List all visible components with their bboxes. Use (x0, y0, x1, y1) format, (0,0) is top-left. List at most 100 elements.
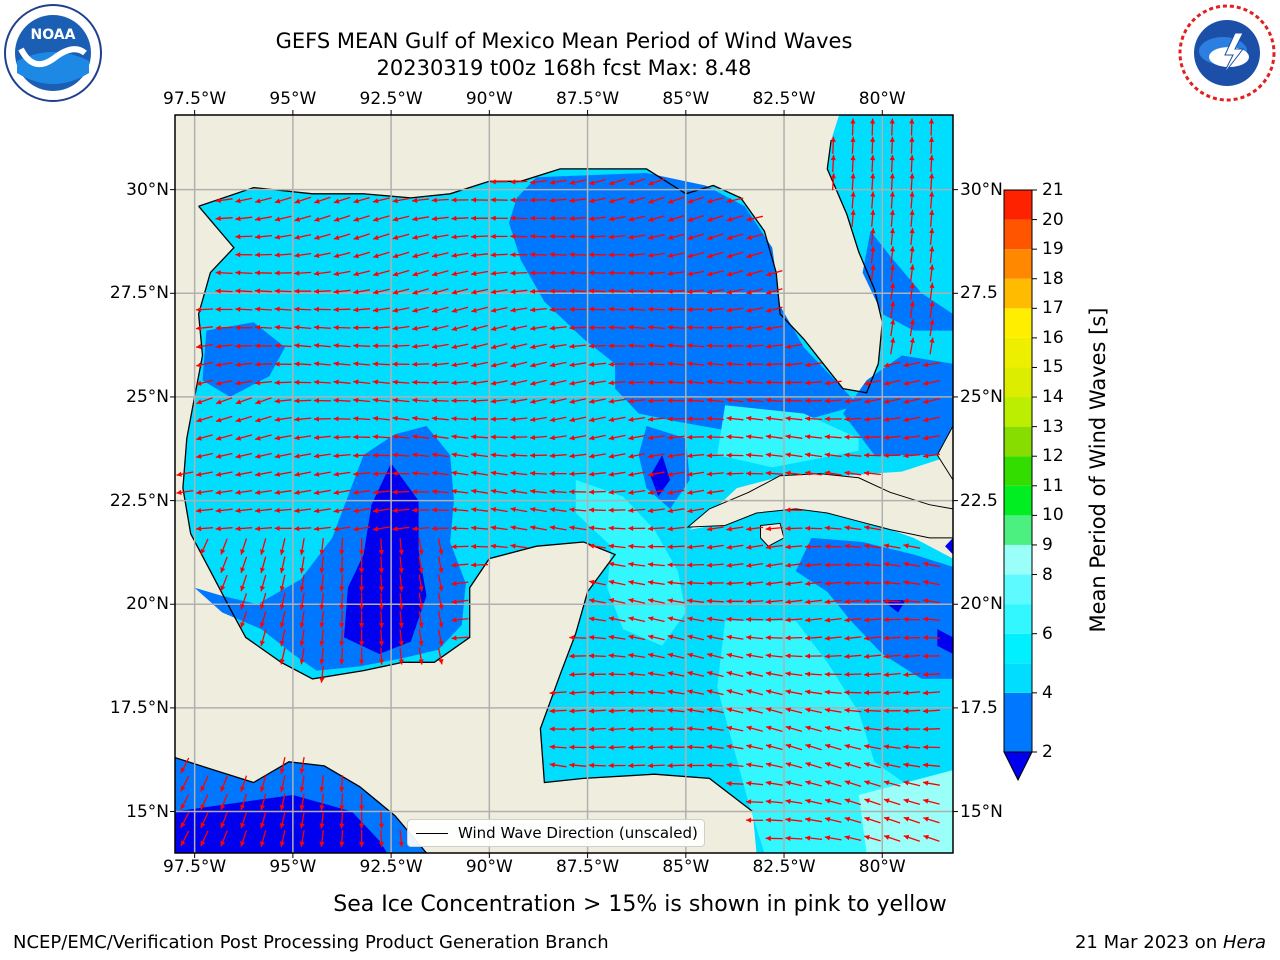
wave-arrow-head (418, 659, 424, 665)
colorbar-tick-label: 13 (1042, 416, 1064, 437)
wave-arrow-head (196, 526, 202, 532)
wave-arrow-head (451, 252, 457, 258)
wave-arrow-head (254, 306, 261, 312)
wave-arrow-head (883, 653, 889, 659)
lon-label-top: 87.5°W (555, 89, 620, 109)
wave-arrow-head (353, 198, 359, 204)
wave-arrow-head (726, 526, 732, 532)
wave-arrow-head (372, 343, 378, 349)
colorbar-tick-label: 16 (1042, 327, 1064, 348)
wave-arrow-head (824, 470, 831, 476)
wave-arrow-head (359, 805, 365, 811)
wave-arrow-head (785, 707, 792, 713)
wave-arrow-head (510, 543, 516, 549)
wave-arrow-head (313, 306, 319, 312)
wave-arrow-head (313, 453, 320, 459)
wave-arrow-head (706, 471, 712, 477)
wave-arrow-head (746, 689, 752, 695)
wave-arrow-head (805, 689, 811, 695)
wave-arrow-head (648, 198, 654, 204)
wave-arrow-head (884, 816, 890, 822)
wave-arrow-head (890, 319, 896, 325)
colorbar-tick-label: 12 (1042, 446, 1064, 467)
lat-label-left: 30°N (126, 179, 169, 200)
wave-arrow-head (254, 361, 260, 367)
wave-arrow-head (726, 562, 732, 568)
wave-arrow-head (766, 271, 772, 277)
wave-arrow-head (438, 659, 444, 665)
wave-arrow-head (254, 252, 260, 258)
wave-arrow-head (648, 598, 654, 604)
wave-arrow-head (667, 198, 674, 204)
wave-arrow-head (765, 434, 772, 440)
wave-arrow-head (471, 252, 477, 258)
wave-arrow-head (903, 362, 909, 368)
wave-arrow-head (471, 543, 477, 550)
colorbar-tick-label: 21 (1042, 180, 1064, 200)
wave-arrow-head (279, 841, 285, 847)
wave-arrow-head (432, 289, 438, 295)
wave-arrow-head (339, 823, 345, 829)
wave-arrow-head (785, 544, 791, 550)
wave-arrow-head (706, 489, 713, 495)
wave-arrow-head (569, 197, 575, 204)
wave-arrow-head (220, 567, 226, 573)
wave-arrow-head (628, 216, 634, 222)
wave-arrow-head (240, 549, 246, 555)
wave-arrow-head (373, 271, 379, 277)
wave-arrow-head (726, 397, 732, 403)
wave-arrow-head (294, 306, 300, 312)
wave-arrow-head (510, 488, 516, 494)
wave-arrow-head (746, 652, 752, 658)
wave-arrow-head (235, 471, 241, 477)
wave-arrow-head (274, 361, 280, 367)
colorbar-tick-label: 20 (1042, 209, 1064, 230)
wave-arrow-head (451, 380, 457, 386)
wave-arrow-head (530, 380, 536, 386)
wave-arrow-head (746, 325, 752, 331)
wave-arrow-head (765, 617, 771, 623)
wave-arrow-head (628, 471, 634, 477)
wave-arrow-head (922, 653, 928, 659)
wave-arrow-head (235, 362, 241, 368)
wave-arrow-head (339, 568, 345, 574)
wave-arrow-head (746, 434, 752, 440)
wave-arrow-head (378, 641, 384, 647)
wave-arrow-head (824, 835, 831, 841)
wave-arrow-head (471, 215, 476, 221)
wave-arrow-head (260, 622, 265, 628)
wave-arrow-head (353, 452, 359, 459)
wave-arrow-head (588, 489, 594, 495)
wave-arrow-head (647, 726, 653, 732)
wave-arrow-head (392, 216, 399, 222)
wave-arrow-head (490, 525, 497, 531)
wave-arrow-head (313, 526, 320, 532)
nws-logo-icon (1178, 4, 1276, 102)
wave-arrow-head (903, 635, 909, 641)
wave-arrow-head (359, 659, 365, 665)
wave-arrow-head (569, 325, 575, 331)
wave-arrow-head (667, 508, 673, 514)
wave-arrow-head (196, 362, 202, 368)
wave-arrow-head (726, 580, 732, 586)
wave-arrow-head (830, 136, 836, 142)
wave-arrow-head (707, 271, 713, 277)
wave-arrow-head (569, 398, 575, 404)
chart-subtitle: 20230319 t00z 168h fcst Max: 8.48 (376, 56, 752, 80)
wave-arrow-head (766, 307, 772, 313)
wave-arrow-head (765, 799, 771, 805)
colorbar (1003, 189, 1037, 782)
lat-label-left: 17.5°N (109, 697, 169, 718)
wave-arrow-head (398, 568, 404, 574)
wave-arrow-head (726, 762, 732, 768)
wave-arrow-head (314, 216, 320, 222)
wave-arrow-head (431, 434, 438, 440)
wave-arrow-head (431, 197, 437, 203)
wave-arrow-head (294, 416, 300, 422)
wave-arrow-head (746, 725, 752, 731)
wave-arrow-head (785, 798, 791, 804)
wave-arrow-head (765, 562, 772, 568)
wave-arrow-head (431, 253, 438, 258)
wave-arrow-head (608, 489, 614, 495)
wave-arrow-head (785, 725, 792, 731)
